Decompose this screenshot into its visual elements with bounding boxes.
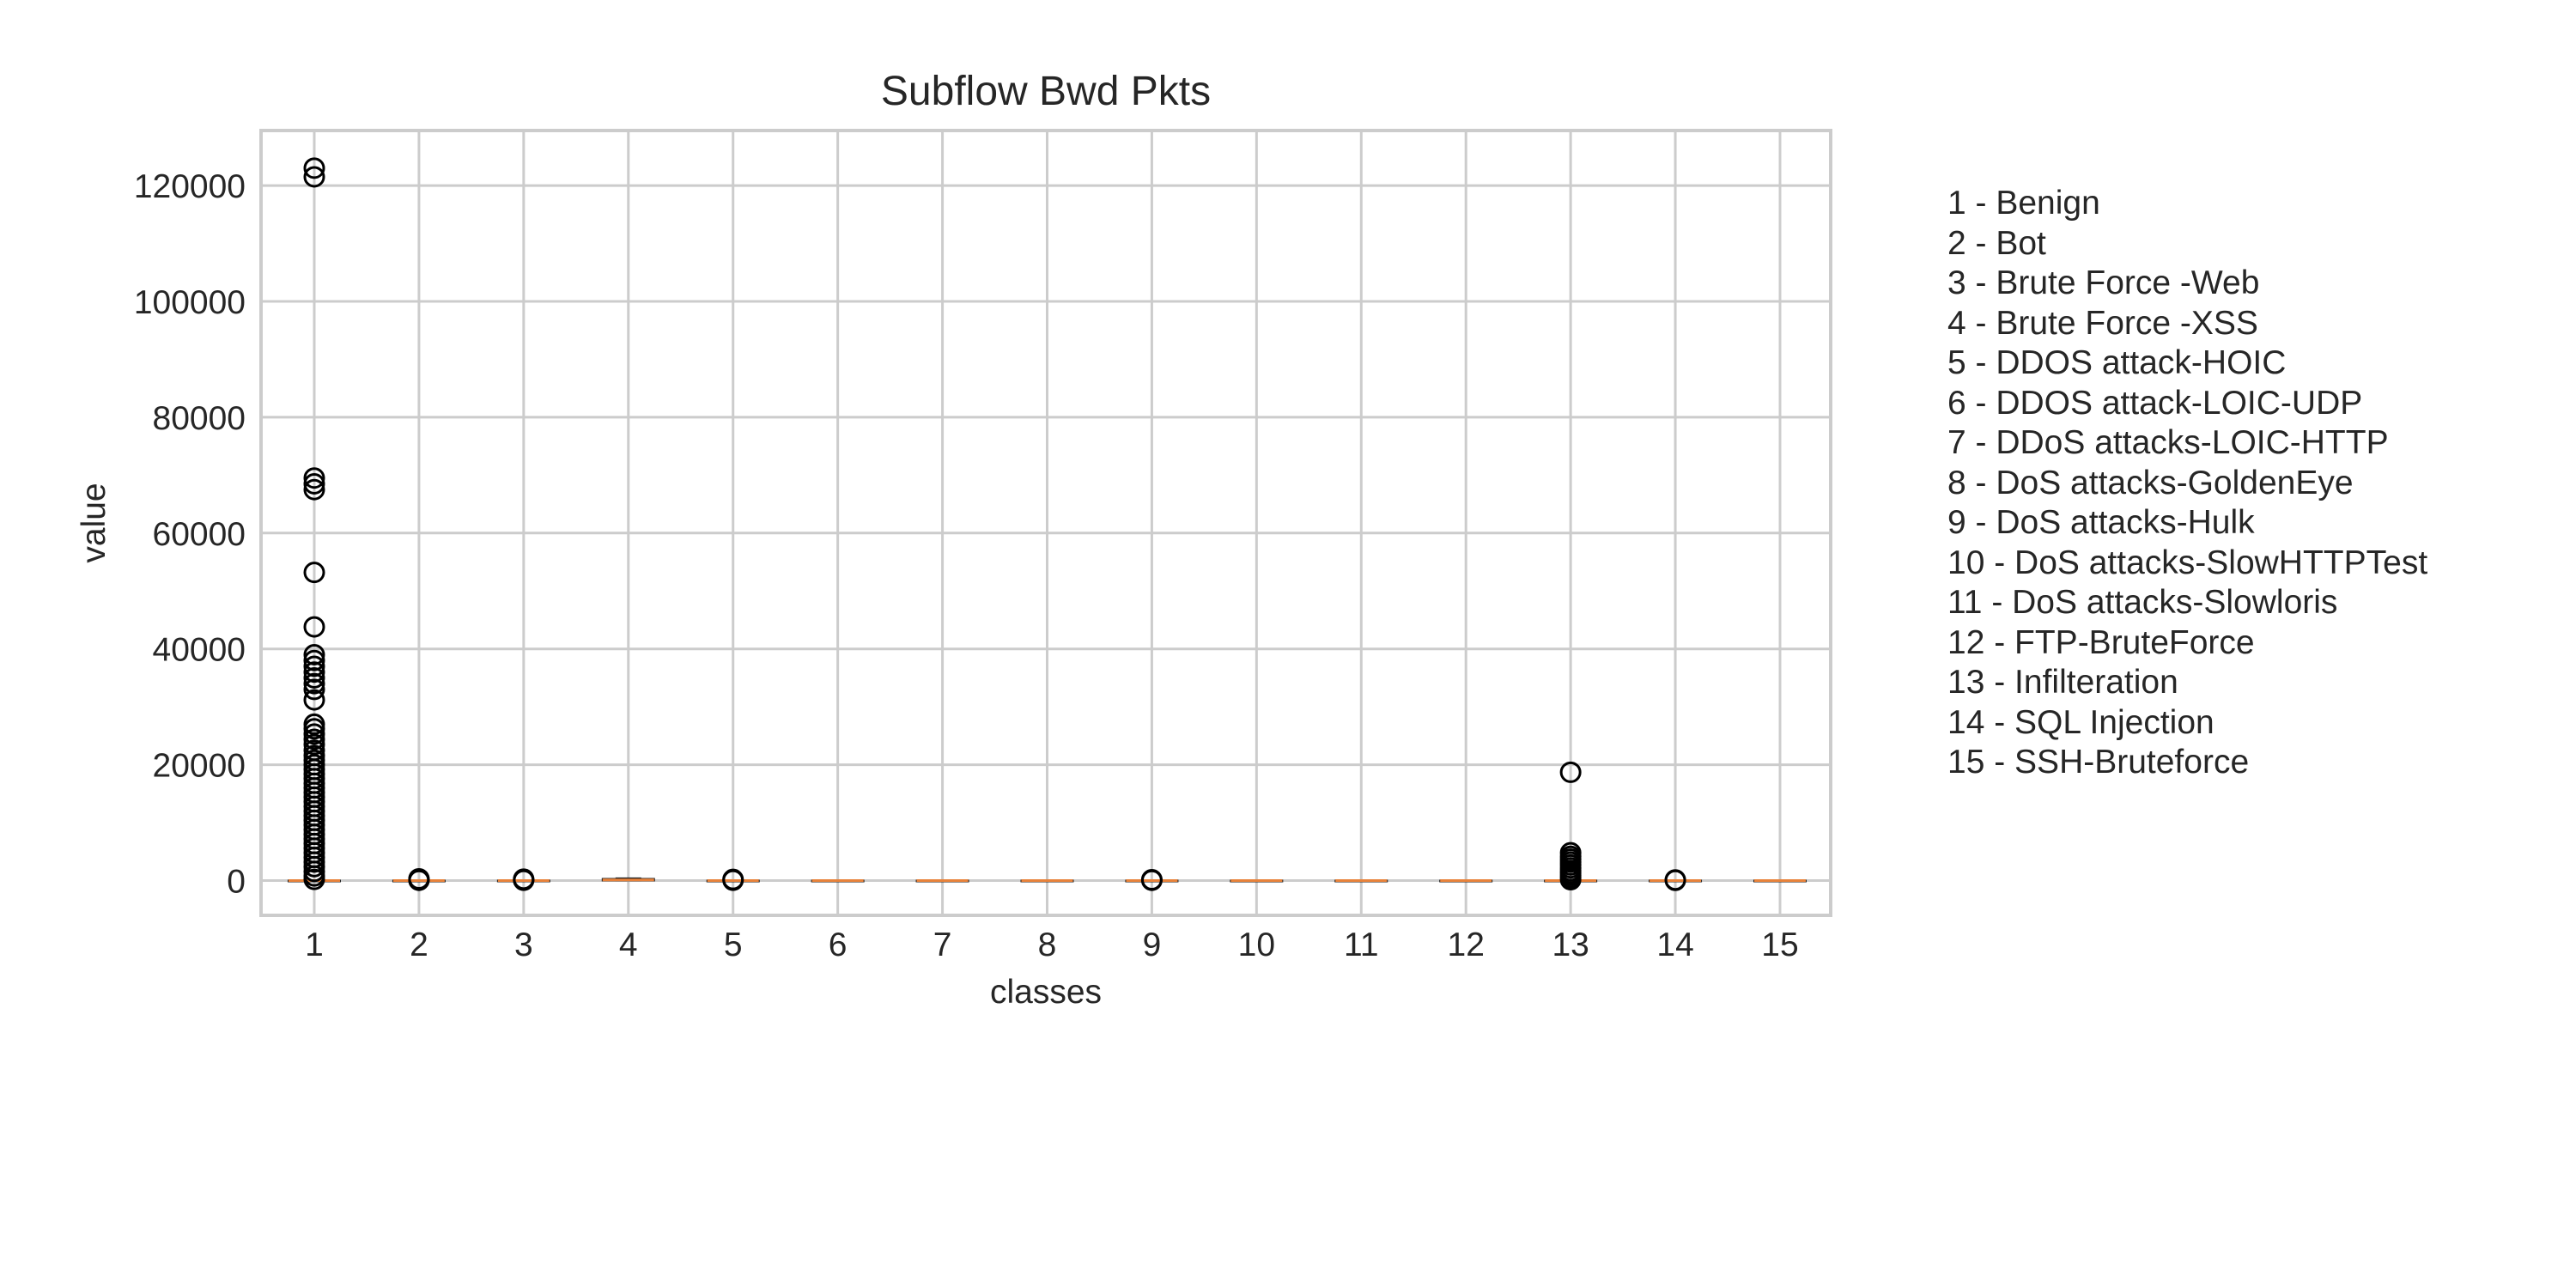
x-tick-labels: 1 2 3 4 5 6 7 8 9 10 11 12 13 14 15: [305, 927, 1799, 963]
y-tick-label: 60000: [153, 516, 246, 553]
outlier-point: [303, 562, 325, 584]
outlier-point: [513, 869, 535, 891]
x-tick-label: 12: [1448, 927, 1485, 963]
legend-entry: 8 - DoS attacks-GoldenEye: [1947, 464, 2354, 501]
x-tick-label: 6: [829, 927, 848, 963]
legend-entry: 2 - Bot: [1947, 224, 2046, 262]
outlier-point: [303, 689, 325, 711]
legend-entry: 4 - Brute Force -XSS: [1947, 304, 2258, 342]
y-tick-label: 120000: [134, 168, 246, 205]
outlier-point: [303, 728, 325, 750]
outlier-point: [303, 661, 325, 683]
x-tick-label: 13: [1552, 927, 1589, 963]
outlier-point: [303, 649, 325, 671]
outlier-point: [303, 616, 325, 638]
legend-entry: 14 - SQL Injection: [1947, 703, 2215, 741]
legend-entry: 11 - DoS attacks-Slowloris: [1947, 584, 2338, 621]
y-tick-label: 40000: [153, 632, 246, 669]
y-tick-labels: 0 20000 40000 60000 80000 100000 120000: [134, 168, 246, 900]
x-tick-label: 7: [933, 927, 952, 963]
x-tick-label: 3: [514, 927, 533, 963]
x-tick-label: 4: [619, 927, 638, 963]
outlier-point: [1140, 869, 1163, 891]
outlier-point: [408, 869, 430, 891]
legend-entry: 1 - Benign: [1947, 185, 2100, 222]
x-tick-label: 14: [1656, 927, 1693, 963]
outlier-point: [303, 666, 325, 689]
y-tick-label: 20000: [153, 748, 246, 785]
y-axis-label: value: [76, 483, 112, 562]
outlier-point: [303, 678, 325, 701]
legend-entry: 7 - DDoS attacks-LOIC-HTTP: [1947, 424, 2389, 461]
x-tick-label: 11: [1344, 927, 1379, 963]
legend-entry: 6 - DDOS attack-LOIC-UDP: [1947, 384, 2363, 422]
outlier-point: [303, 723, 325, 745]
x-tick-label: 8: [1038, 927, 1057, 963]
y-tick-label: 0: [227, 864, 246, 901]
chart-title: Subflow Bwd Pkts: [881, 69, 1211, 114]
legend: 1 - Benign 2 - Bot 3 - Brute Force -Web 4 -…: [1947, 184, 2427, 783]
outlier-point: [303, 643, 325, 665]
outlier-point: [303, 166, 325, 188]
outlier-layer: [303, 157, 1686, 891]
legend-entry: 12 - FTP-BruteForce: [1947, 623, 2255, 661]
outlier-point: [1664, 869, 1686, 891]
legend-entry: 9 - DoS attacks-Hulk: [1947, 504, 2255, 541]
legend-entry: 3 - Brute Force -Web: [1947, 264, 2260, 301]
x-tick-label: 10: [1238, 927, 1275, 963]
x-tick-label: 1: [305, 927, 324, 963]
outlier-point: [303, 672, 325, 695]
legend-entry: 5 - DDOS attack-HOIC: [1947, 344, 2287, 381]
plot-frame: [259, 129, 1832, 917]
outlier-point: [303, 472, 325, 495]
outlier-point: [1559, 761, 1582, 783]
outlier-point: [303, 157, 325, 179]
outlier-point: [303, 655, 325, 677]
legend-entry: 15 - SSH-Bruteforce: [1947, 744, 2250, 781]
outlier-point: [303, 467, 325, 489]
legend-entry: 10 - DoS attacks-SlowHTTPTest: [1947, 544, 2428, 581]
x-axis-label: classes: [990, 974, 1102, 1011]
x-tick-label: 15: [1761, 927, 1798, 963]
outlier-point: [303, 718, 325, 740]
x-tick-label: 5: [724, 927, 743, 963]
y-tick-label: 100000: [134, 284, 246, 321]
x-tick-label: 2: [410, 927, 428, 963]
y-tick-label: 80000: [153, 400, 246, 437]
x-tick-label: 9: [1143, 927, 1162, 963]
outlier-point: [303, 868, 325, 890]
outlier-point: [722, 869, 744, 891]
outlier-point: [1559, 869, 1582, 891]
outlier-point: [303, 478, 325, 501]
outlier-point: [303, 733, 325, 756]
legend-entry: 13 - Infilteration: [1947, 664, 2178, 701]
